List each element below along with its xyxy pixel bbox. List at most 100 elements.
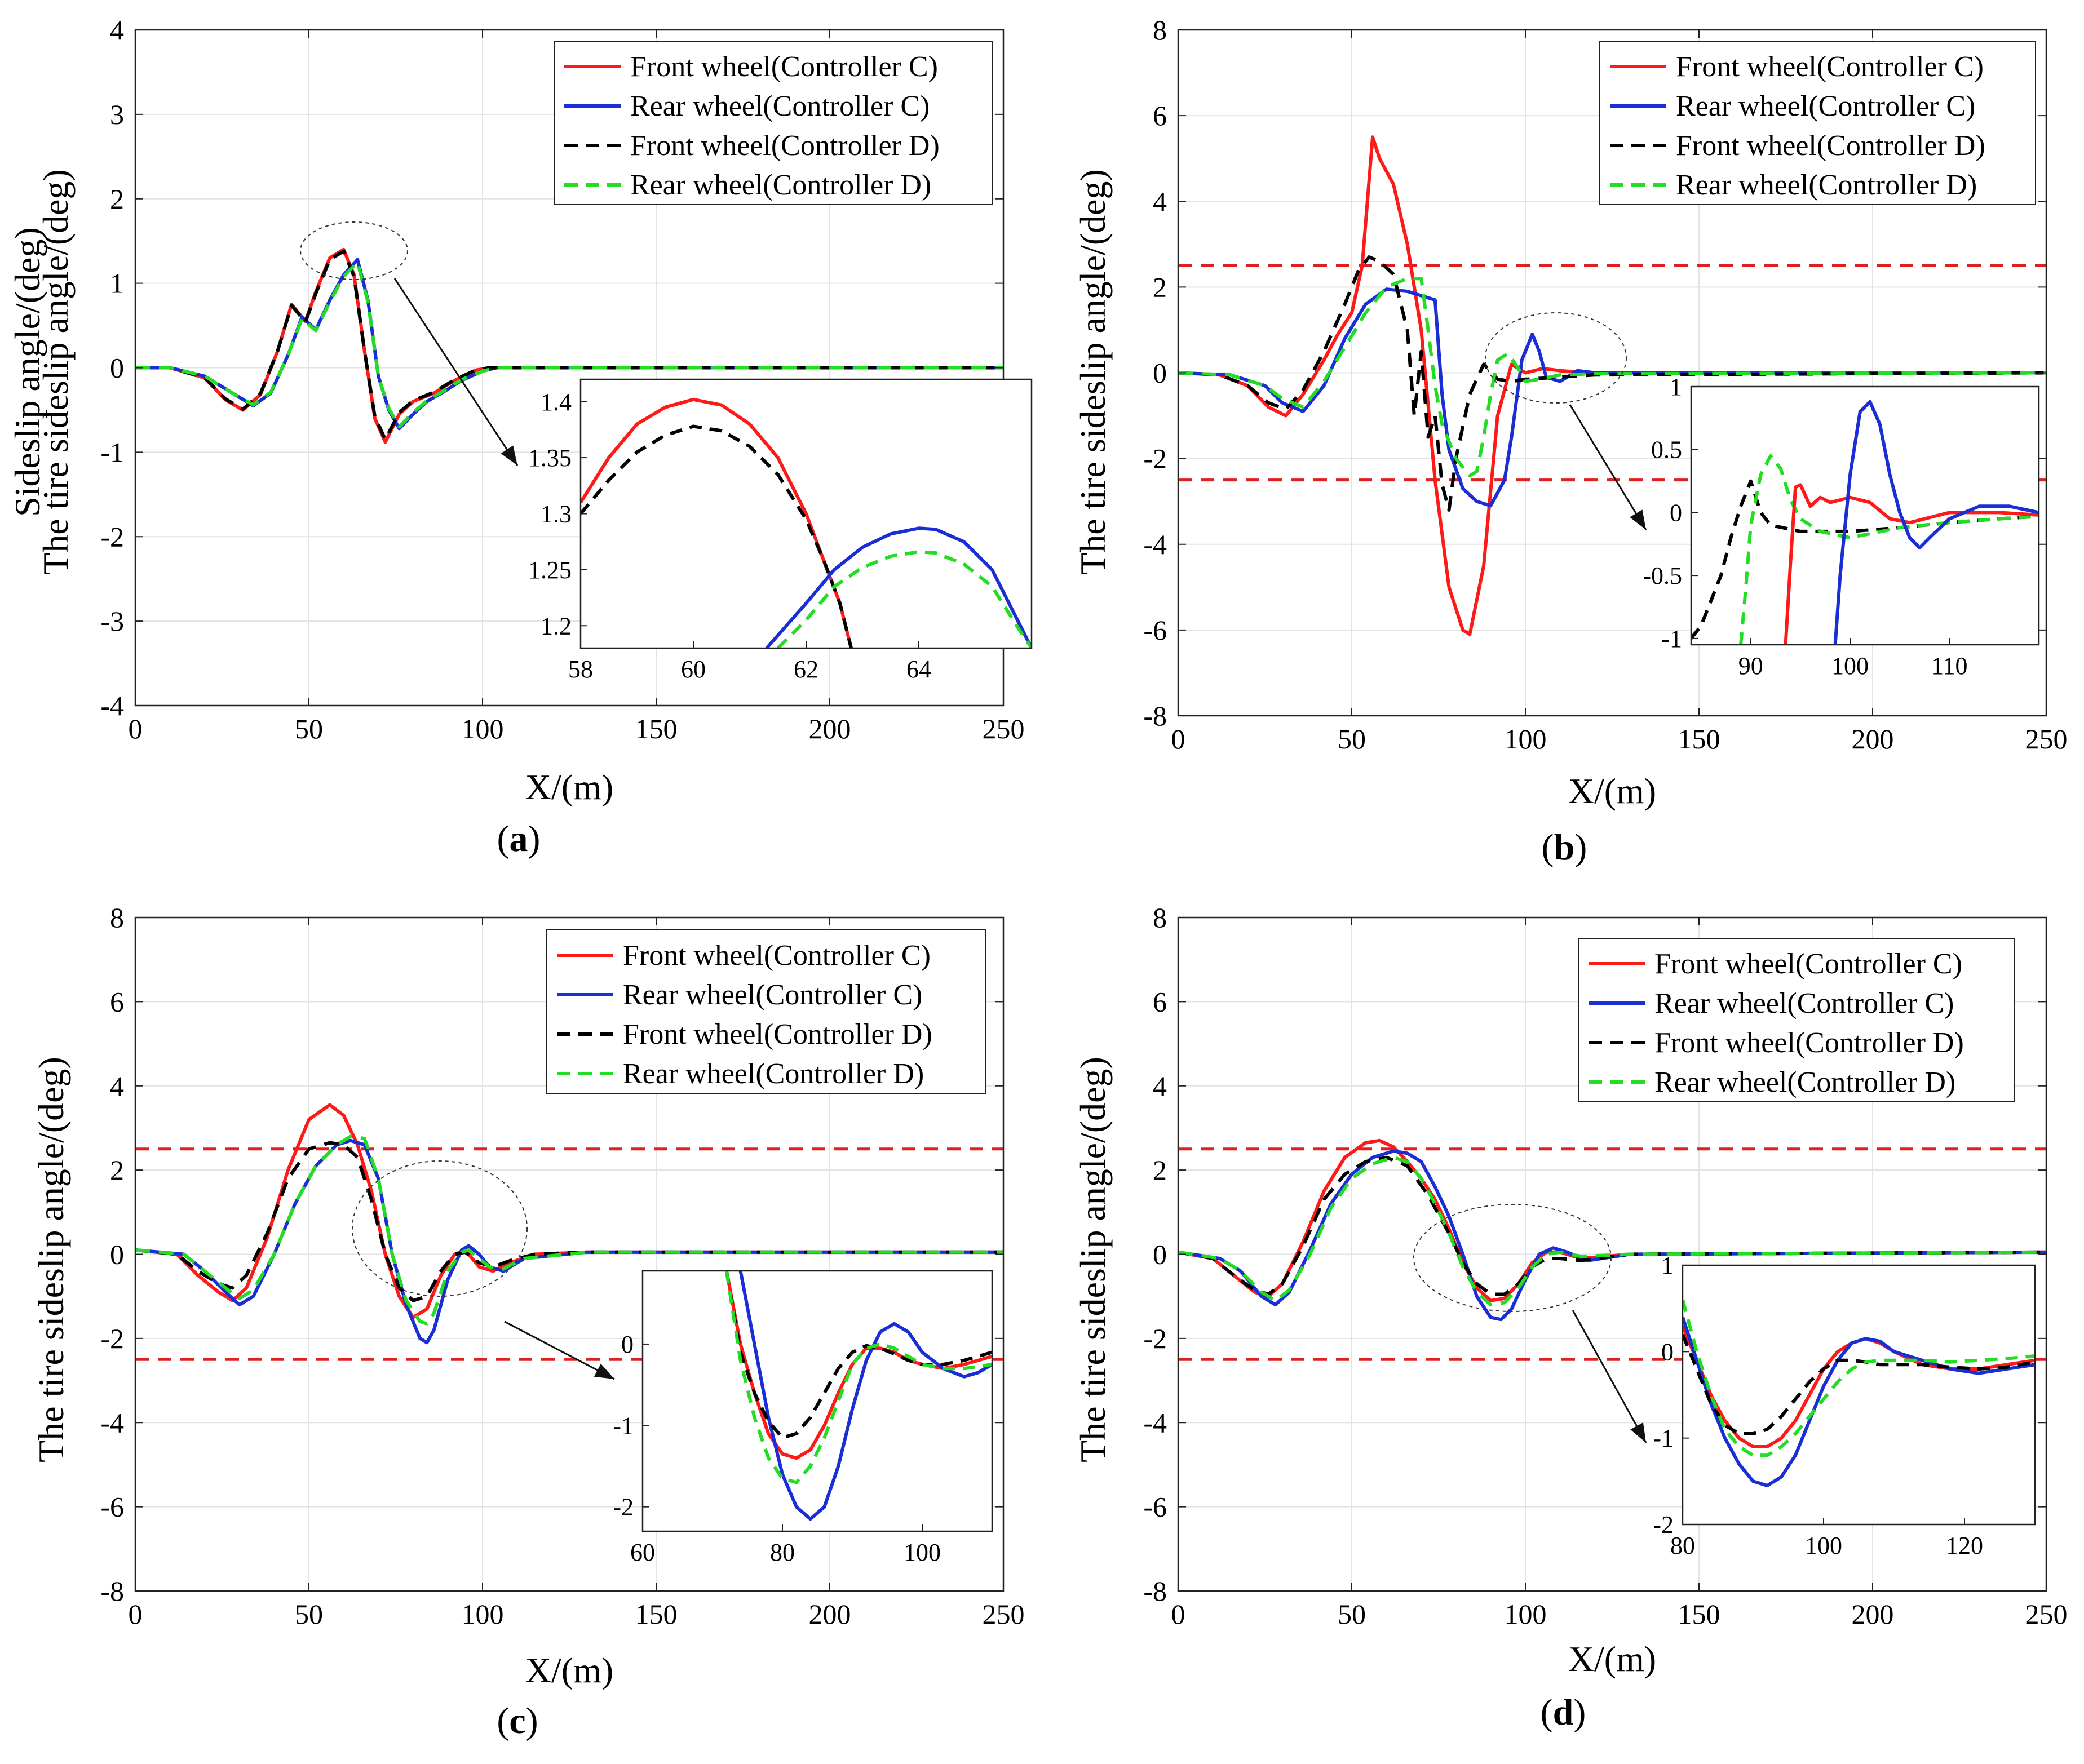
y-tick-label: 1: [110, 268, 124, 299]
y-tick-label: -2: [1143, 443, 1167, 475]
inset-y-tick-label: 1.2: [541, 612, 572, 640]
y-tick-label: -6: [1143, 1491, 1167, 1523]
x-tick-label: 50: [295, 1598, 323, 1630]
legend-label: Rear wheel(Controller C): [1676, 90, 1975, 122]
legend-label: Rear wheel(Controller C): [623, 979, 922, 1011]
x-tick-label: 100: [462, 713, 504, 744]
inset-series-line: [765, 526, 1032, 648]
chart-panel-a: 0 50 100 150 200 250 -4 -3 -2 -1 0 1 2 3 4 X/(m) The tir…: [7, 14, 1033, 859]
inset-y-tick-label: 0.5: [1651, 436, 1682, 464]
zoom-region-ellipse: [300, 221, 408, 280]
inset-series-line: [1691, 479, 2039, 640]
y-tick-label: 0: [110, 352, 124, 384]
inset-zoom: 60 80 100 -2 -1 0: [613, 1270, 993, 1566]
y-tick-label: -6: [100, 1491, 124, 1523]
chart-panel-c: 0 50 100 150 200 250 -8 -6 -4 -2 0 2 4 6 8 X/(m) The tir…: [31, 902, 1025, 1741]
x-tick-label: 150: [635, 713, 678, 744]
panel-label: (d): [1541, 1692, 1586, 1733]
x-tick-label: 200: [1852, 723, 1894, 755]
y-tick-label: -2: [1143, 1323, 1167, 1354]
x-tick-label: 250: [2025, 723, 2068, 755]
series-line: [1178, 1149, 2046, 1322]
inset-y-tick-label: -0.5: [1643, 562, 1682, 590]
inset-frame: [1690, 385, 2040, 646]
y-tick-label: -3: [100, 605, 124, 637]
inset-y-tick-label: 0: [621, 1331, 634, 1358]
inset-x-tick-label: 80: [1670, 1532, 1695, 1559]
y-axis-title: The tire sideslip angle/(deg): [31, 1057, 71, 1462]
inset-zoom: 80 100 120 -2 -1 0 1: [1653, 1252, 2036, 1559]
zoom-arrow: [393, 278, 519, 466]
x-tick-label: 150: [1678, 723, 1720, 755]
inset-x-tick-label: 100: [1831, 652, 1869, 680]
y-tick-label: -1: [100, 436, 124, 468]
series-line: [135, 249, 1003, 441]
legend-label: Front wheel(Controller D): [630, 130, 940, 162]
chart-panel-d: 0 50 100 150 200 250 -8 -6 -4 -2 0 2 4 6 8 X/(m) The tir…: [1073, 902, 2068, 1733]
inset-y-tick-label: 1.35: [528, 444, 572, 472]
inset-series-line: [1683, 1333, 2035, 1435]
y-tick-label: -4: [100, 690, 124, 721]
legend-label: Rear wheel(Controller C): [1654, 987, 1954, 1020]
inset-series-line: [776, 550, 1032, 648]
legend-label: Rear wheel(Controller D): [630, 169, 931, 201]
y-tick-label: 8: [1153, 14, 1167, 46]
y-tick-label: 4: [1153, 1070, 1167, 1102]
inset-y-tick-label: -1: [1653, 1425, 1674, 1452]
legend-label: Front wheel(Controller D): [1654, 1027, 1964, 1059]
y-tick-label: -8: [1143, 700, 1167, 732]
y-tick-label: -2: [100, 521, 124, 552]
x-tick-label: 0: [129, 1598, 143, 1630]
inset-zoom: 58 60 62 64 1.2 1.25 1.3 1.35 1.4: [528, 378, 1033, 683]
zoom-arrow: [1572, 1310, 1647, 1443]
legend: Front wheel(Controller C) Rear wheel(Cont…: [1599, 41, 2036, 205]
y-tick-label: 0: [1153, 357, 1167, 389]
y-tick-label: 8: [1153, 902, 1167, 933]
legend-label: Rear wheel(Controller D): [623, 1058, 924, 1090]
panel-label: (a): [497, 818, 541, 859]
x-tick-label: 100: [462, 1598, 504, 1630]
inset-x-tick-label: 60: [681, 655, 706, 683]
x-tick-label: 250: [2025, 1598, 2068, 1630]
x-tick-label: 200: [809, 713, 851, 744]
x-tick-label: 50: [295, 713, 323, 744]
inset-y-tick-label: -2: [1653, 1511, 1674, 1539]
y-tick-label: 8: [110, 902, 124, 933]
y-tick-label: 6: [110, 986, 124, 1017]
y-tick-label: 0: [1153, 1239, 1167, 1270]
series-line: [1178, 255, 2046, 512]
y-tick-label: 2: [1153, 1154, 1167, 1186]
legend-label: Front wheel(Controller D): [623, 1018, 932, 1051]
x-tick-label: 50: [1338, 1598, 1366, 1630]
x-tick-label: 250: [983, 1598, 1025, 1630]
inset-series-line: [1683, 1299, 2035, 1457]
series-line: [1178, 287, 2046, 508]
y-tick-label: 2: [1153, 271, 1167, 303]
inset-x-tick-label: 62: [794, 655, 818, 683]
inset-x-tick-label: 100: [1805, 1532, 1842, 1559]
series-line: [135, 1134, 1003, 1326]
legend-label: Front wheel(Controller C): [1654, 948, 1962, 980]
inset-zoom: 90 100 110 -1 -0.5 0 0.5 1: [1643, 373, 2040, 680]
y-axis-title-overlap: Sideslip angle/(deg): [7, 227, 47, 517]
inset-x-tick-label: 58: [568, 655, 593, 683]
inset-y-tick-label: -2: [613, 1493, 634, 1521]
inset-x-tick-label: 110: [1931, 652, 1967, 680]
y-axis-title: The tire sideslip angle/(deg): [1073, 1057, 1113, 1462]
y-tick-label: -2: [100, 1323, 124, 1354]
legend-label: Rear wheel(Controller D): [1654, 1066, 1955, 1098]
y-axis-title: The tire sideslip angle/(deg): [36, 169, 76, 575]
x-axis-title: X/(m): [1568, 1639, 1656, 1679]
inset-frame: [641, 1270, 993, 1532]
inset-y-tick-label: 1: [1661, 1252, 1674, 1279]
x-axis-title: X/(m): [1568, 771, 1656, 811]
x-tick-label: 0: [1171, 723, 1185, 755]
inset-x-tick-label: 80: [770, 1539, 795, 1566]
inset-y-tick-label: -1: [1661, 625, 1682, 653]
inset-x-tick-label: 60: [630, 1539, 655, 1566]
legend-label: Rear wheel(Controller D): [1676, 169, 1977, 201]
inset-y-tick-label: 0: [1670, 499, 1682, 526]
zoom-region-ellipse: [352, 1160, 528, 1297]
zoom-arrow-head: [501, 445, 517, 466]
